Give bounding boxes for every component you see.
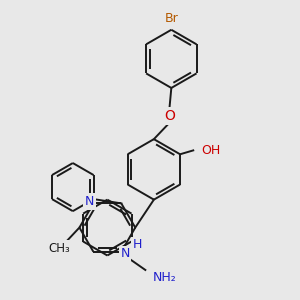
Text: CH₃: CH₃ [48, 242, 70, 255]
Text: N: N [121, 247, 130, 260]
Text: OH: OH [201, 144, 220, 157]
Text: NH₂: NH₂ [153, 271, 177, 284]
Text: Br: Br [164, 12, 178, 26]
Text: N: N [85, 195, 94, 208]
Text: H: H [133, 238, 142, 251]
Text: O: O [164, 109, 175, 123]
